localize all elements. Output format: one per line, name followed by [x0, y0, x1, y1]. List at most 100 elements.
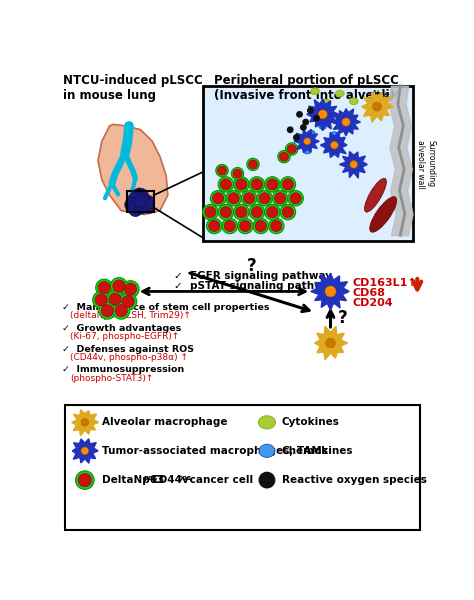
- Ellipse shape: [336, 90, 344, 97]
- Circle shape: [115, 305, 128, 317]
- Text: ✓  Maintenance of stem cell properties: ✓ Maintenance of stem cell properties: [62, 303, 269, 312]
- Text: ?: ?: [246, 257, 256, 275]
- Circle shape: [78, 473, 91, 487]
- Circle shape: [101, 305, 113, 317]
- Circle shape: [125, 198, 138, 212]
- Circle shape: [237, 218, 253, 233]
- Circle shape: [350, 161, 357, 168]
- Text: CD44v: CD44v: [152, 475, 189, 485]
- Circle shape: [280, 205, 296, 220]
- Circle shape: [267, 179, 278, 190]
- Circle shape: [129, 200, 141, 212]
- Circle shape: [294, 135, 299, 140]
- Bar: [65, 404, 420, 530]
- Circle shape: [202, 205, 218, 220]
- Circle shape: [95, 294, 107, 306]
- Circle shape: [142, 195, 155, 208]
- Circle shape: [218, 166, 227, 175]
- Circle shape: [110, 278, 128, 295]
- Circle shape: [137, 188, 147, 199]
- Circle shape: [210, 191, 226, 206]
- Circle shape: [207, 218, 222, 233]
- Circle shape: [222, 218, 237, 233]
- Text: CD204: CD204: [352, 298, 393, 308]
- Circle shape: [290, 193, 301, 204]
- Circle shape: [218, 205, 234, 220]
- Circle shape: [280, 152, 289, 161]
- Ellipse shape: [330, 132, 338, 139]
- Text: ✓  Growth advantages: ✓ Growth advantages: [62, 324, 181, 333]
- Text: Peripheral portion of pLSCC
(Invasive front into alveoli): Peripheral portion of pLSCC (Invasive fr…: [214, 74, 399, 103]
- Text: (deltaNp63, LSH, Trim29)↑: (deltaNp63, LSH, Trim29)↑: [70, 311, 191, 320]
- Circle shape: [325, 286, 336, 297]
- Polygon shape: [311, 274, 349, 310]
- Circle shape: [109, 293, 121, 305]
- Circle shape: [141, 195, 151, 204]
- Circle shape: [283, 206, 293, 218]
- Circle shape: [113, 280, 125, 292]
- Circle shape: [220, 206, 231, 218]
- Circle shape: [251, 206, 263, 218]
- Circle shape: [226, 191, 241, 206]
- Circle shape: [244, 193, 255, 204]
- Circle shape: [220, 179, 231, 190]
- Circle shape: [98, 281, 110, 293]
- Text: ✓  pSTAT signaling pathway: ✓ pSTAT signaling pathway: [174, 281, 337, 292]
- Circle shape: [236, 179, 247, 190]
- Ellipse shape: [303, 147, 311, 154]
- Text: cancer cell: cancer cell: [186, 475, 253, 485]
- Circle shape: [255, 220, 266, 232]
- Circle shape: [107, 290, 124, 308]
- Ellipse shape: [370, 197, 397, 232]
- Circle shape: [130, 192, 142, 204]
- Circle shape: [145, 200, 154, 209]
- Polygon shape: [294, 130, 319, 152]
- Circle shape: [236, 206, 247, 218]
- Circle shape: [138, 202, 149, 212]
- Circle shape: [234, 177, 249, 192]
- Polygon shape: [98, 124, 168, 214]
- Circle shape: [267, 206, 278, 218]
- Circle shape: [257, 191, 273, 206]
- Bar: [128, 191, 154, 212]
- Circle shape: [130, 197, 139, 206]
- Text: Alveoli: Alveoli: [370, 91, 400, 100]
- Circle shape: [314, 116, 319, 121]
- Ellipse shape: [307, 130, 315, 137]
- Circle shape: [268, 218, 284, 233]
- Circle shape: [218, 177, 234, 192]
- Circle shape: [285, 143, 298, 155]
- Circle shape: [141, 193, 150, 202]
- Circle shape: [287, 145, 296, 154]
- Circle shape: [278, 151, 290, 163]
- Ellipse shape: [259, 444, 275, 457]
- Circle shape: [233, 169, 242, 178]
- Polygon shape: [73, 439, 98, 463]
- Circle shape: [274, 193, 286, 204]
- Ellipse shape: [349, 98, 358, 104]
- Text: (phospho-STAT3)↑: (phospho-STAT3)↑: [70, 374, 154, 383]
- Circle shape: [271, 220, 282, 232]
- Circle shape: [122, 295, 134, 308]
- Text: Surrounding
alveolar wall: Surrounding alveolar wall: [416, 140, 435, 189]
- Circle shape: [264, 205, 280, 220]
- Text: CD68: CD68: [352, 289, 385, 298]
- Circle shape: [264, 177, 280, 192]
- Circle shape: [209, 220, 220, 232]
- Text: NTCU-induced pLSCC
in mouse lung: NTCU-induced pLSCC in mouse lung: [63, 74, 203, 103]
- Text: Tumor-associated macrophages, TAMs: Tumor-associated macrophages, TAMs: [102, 446, 328, 456]
- Circle shape: [342, 118, 350, 126]
- Text: pos: pos: [144, 475, 158, 481]
- Circle shape: [318, 110, 327, 119]
- Circle shape: [308, 108, 313, 113]
- Circle shape: [228, 193, 239, 204]
- Circle shape: [81, 447, 89, 455]
- Circle shape: [133, 188, 146, 200]
- Circle shape: [75, 471, 94, 490]
- Text: CD163L1↑: CD163L1↑: [352, 278, 417, 289]
- Text: ?: ?: [338, 310, 348, 328]
- Circle shape: [122, 281, 139, 298]
- Ellipse shape: [258, 416, 275, 429]
- Circle shape: [240, 220, 251, 232]
- Circle shape: [251, 179, 263, 190]
